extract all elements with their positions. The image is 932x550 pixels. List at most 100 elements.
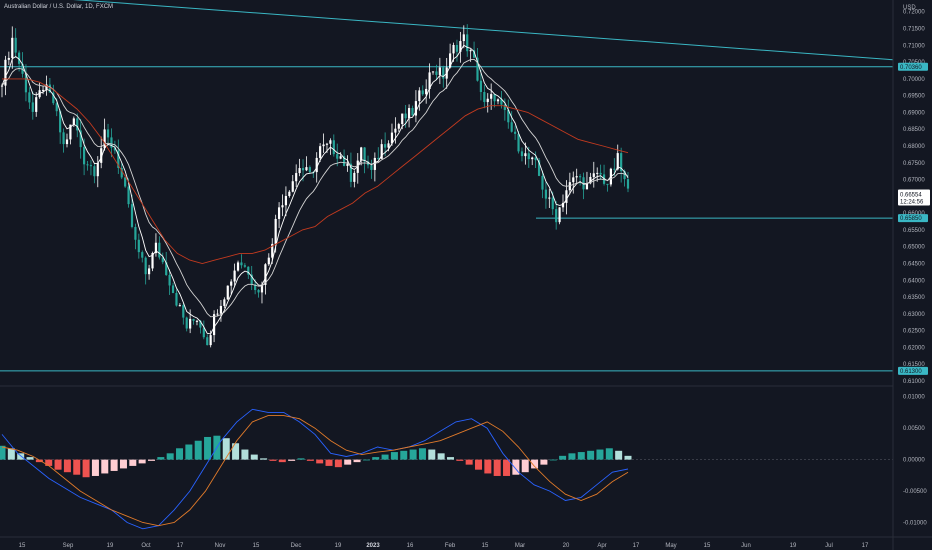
x-tick-label: 17 [633, 543, 640, 549]
candle-body [370, 165, 373, 170]
candle-body [459, 41, 462, 52]
macd-histogram-bar [147, 459, 155, 461]
candle-body [202, 327, 205, 338]
macd-histogram-bar [390, 452, 398, 460]
y-tick-label: 0.66000 [903, 211, 925, 217]
candle-body [544, 189, 548, 199]
candle-body [158, 242, 161, 258]
candle-body [117, 150, 120, 168]
x-tick-label: 19 [790, 543, 797, 549]
candle-body [585, 183, 589, 190]
last-price-label: 0.66554 [900, 193, 922, 199]
candle-body [431, 71, 435, 73]
macd-histogram-bar [577, 452, 585, 460]
candle-body [411, 108, 414, 116]
candle-body [103, 129, 106, 149]
candle-body [428, 72, 431, 89]
macd-histogram-bar [91, 459, 99, 476]
candle-body [161, 257, 164, 263]
candle-body [233, 270, 236, 282]
macd-histogram-bar [288, 459, 296, 461]
candle-body [561, 202, 565, 208]
candle-body [301, 168, 305, 171]
candle-body [616, 153, 619, 170]
candle-body [59, 111, 62, 133]
candle-body [339, 156, 342, 159]
macd-histogram-bar [82, 459, 90, 478]
x-tick-label: Feb [445, 543, 456, 549]
candle-body [100, 148, 103, 163]
candle-body [418, 90, 421, 102]
macd-histogram-bar [222, 438, 230, 460]
candle-body [144, 257, 147, 275]
macd-histogram-bar [568, 453, 576, 460]
macd-histogram-bar [7, 448, 15, 460]
candle-body [192, 318, 195, 321]
candle-body [466, 34, 469, 52]
candle-body [592, 173, 595, 177]
candle-body [69, 124, 72, 140]
y-tick-label: 0.68000 [903, 144, 925, 150]
macd-y-tick-label: -0.01000 [903, 521, 927, 527]
candle-body [404, 113, 407, 119]
candle-body [18, 52, 21, 64]
x-tick-label: 19 [107, 543, 114, 549]
macd-histogram-bar [316, 459, 324, 464]
candle-body [503, 104, 506, 111]
candle-body [551, 197, 554, 210]
candle-body [223, 299, 226, 306]
candle-body [449, 53, 452, 68]
candle-body [537, 160, 541, 176]
macd-histogram-bar [101, 459, 109, 474]
macd-histogram-bar [306, 459, 314, 461]
candle-body [72, 118, 75, 125]
signal-line [1, 415, 629, 527]
candle-body [425, 88, 428, 95]
candle-body [55, 103, 58, 112]
candle-body [295, 173, 298, 182]
macd-histogram-bar [475, 459, 483, 470]
y-tick-label: 0.69000 [903, 110, 925, 116]
candle-body [346, 163, 349, 166]
candle-body [154, 242, 158, 254]
macd-histogram-bar [353, 459, 361, 463]
y-tick-label: 0.71000 [903, 43, 925, 49]
x-tick-label: Dec [291, 543, 302, 549]
candle-body [579, 176, 582, 178]
x-tick-label: 15 [482, 543, 489, 549]
candle-body [127, 186, 130, 205]
macd-histogram-bar [344, 459, 352, 465]
y-tick-label: 0.71500 [903, 27, 925, 33]
candle-body [514, 131, 517, 134]
candle-body [130, 204, 134, 227]
candle-body [548, 197, 551, 199]
candle-body [86, 164, 89, 166]
candle-body [315, 157, 318, 173]
macd-histogram-bar [465, 459, 473, 465]
candle-body [120, 167, 123, 178]
macd-histogram-bar [241, 449, 249, 460]
candle-body [438, 67, 441, 75]
candle-body [195, 320, 199, 322]
macd-histogram-bar [176, 448, 184, 460]
macd-histogram-bar [596, 449, 604, 460]
candle-body [110, 137, 113, 148]
candle-body [178, 305, 181, 307]
macd-histogram-bar [73, 459, 81, 475]
macd-histogram-bar [63, 459, 71, 473]
candle-body [442, 67, 445, 79]
y-tick-label: 0.69500 [903, 94, 925, 100]
macd-histogram-bar [615, 450, 623, 460]
candle-body [82, 147, 86, 165]
candle-body [308, 167, 311, 172]
candle-body [469, 50, 472, 52]
candle-body [96, 162, 99, 177]
candle-body [226, 285, 229, 300]
y-tick-label: 0.72000 [903, 10, 925, 16]
candle-body [45, 84, 48, 90]
macd-histogram-bar [278, 459, 286, 463]
y-tick-label: 0.70000 [903, 77, 925, 83]
macd-y-tick-label: 0.00000 [903, 458, 925, 464]
candle-body [48, 84, 51, 93]
